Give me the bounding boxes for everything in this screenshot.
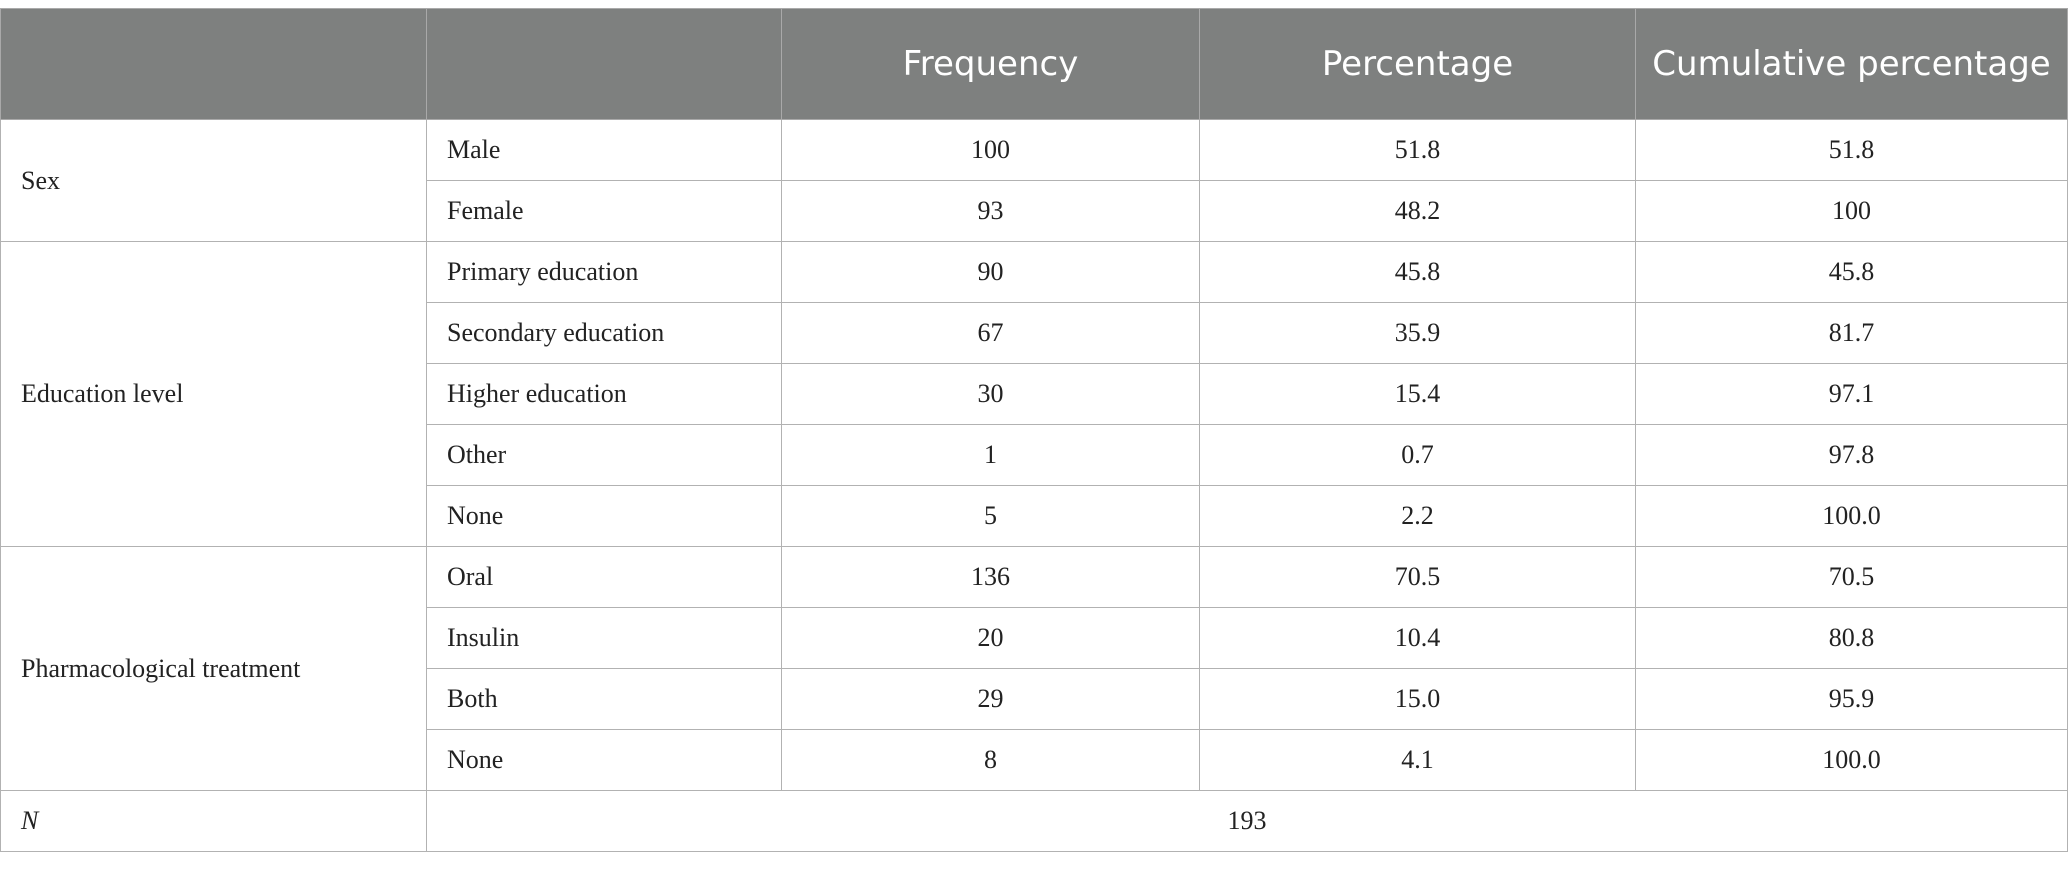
header-group-cell (0, 8, 427, 120)
percentage-cell: 10.4 (1199, 607, 1636, 669)
cumulative-cell: 95.9 (1635, 668, 2068, 730)
total-label: N (0, 790, 427, 852)
cumulative-cell: 70.5 (1635, 546, 2068, 608)
frequency-cell: 67 (781, 302, 1200, 364)
frequency-cell: 30 (781, 363, 1200, 425)
total-value: 193 (426, 790, 2068, 852)
table-row: Higher education 30 15.4 97.1 (1, 363, 2068, 425)
header-frequency: Frequency (781, 8, 1200, 120)
table-row: None 5 2.2 100.0 (1, 485, 2068, 547)
category-cell: Insulin (426, 607, 782, 669)
frequency-cell: 8 (781, 729, 1200, 791)
cumulative-cell: 97.1 (1635, 363, 2068, 425)
category-cell: Primary education (426, 241, 782, 303)
header-row: Frequency Percentage Cumulative percenta… (0, 8, 2068, 120)
cumulative-cell: 80.8 (1635, 607, 2068, 669)
demographics-table: Frequency Percentage Cumulative percenta… (0, 8, 2068, 852)
percentage-cell: 0.7 (1199, 424, 1636, 486)
frequency-cell: 1 (781, 424, 1200, 486)
group-label-pharmacological-treatment: Pharmacological treatment (0, 546, 427, 791)
table-row: Both 29 15.0 95.9 (1, 668, 2068, 730)
group-label-sex: Sex (0, 119, 427, 242)
frequency-cell: 5 (781, 485, 1200, 547)
category-cell: Female (426, 180, 782, 242)
cumulative-cell: 100.0 (1635, 729, 2068, 791)
percentage-cell: 51.8 (1199, 119, 1636, 181)
table-row: Education level Primary education 90 45.… (0, 241, 2068, 547)
frequency-cell: 136 (781, 546, 1200, 608)
cumulative-cell: 100 (1635, 180, 2068, 242)
header-percentage: Percentage (1199, 8, 1636, 120)
percentage-cell: 45.8 (1199, 241, 1636, 303)
group-label-education: Education level (0, 241, 427, 547)
category-cell: Secondary education (426, 302, 782, 364)
table-row: None 8 4.1 100.0 (1, 729, 2068, 791)
total-row: N 193 (0, 790, 2068, 852)
percentage-cell: 70.5 (1199, 546, 1636, 608)
percentage-cell: 48.2 (1199, 180, 1636, 242)
table-row: Pharmacological treatment Oral 136 70.5 … (0, 546, 2068, 791)
frequency-cell: 93 (781, 180, 1200, 242)
header-cumulative-percentage: Cumulative percentage (1635, 8, 2068, 120)
frequency-cell: 100 (781, 119, 1200, 181)
percentage-cell: 15.0 (1199, 668, 1636, 730)
table-row: Sex Male 100 51.8 51.8 (0, 119, 2068, 242)
percentage-cell: 15.4 (1199, 363, 1636, 425)
cumulative-cell: 81.7 (1635, 302, 2068, 364)
category-cell: Higher education (426, 363, 782, 425)
percentage-cell: 35.9 (1199, 302, 1636, 364)
frequency-cell: 29 (781, 668, 1200, 730)
cumulative-cell: 100.0 (1635, 485, 2068, 547)
category-cell: None (426, 485, 782, 547)
frequency-cell: 90 (781, 241, 1200, 303)
table-body: Sex Male 100 51.8 51.8 Female 93 48.2 10… (0, 119, 2068, 852)
category-cell: Oral (426, 546, 782, 608)
frequency-cell: 20 (781, 607, 1200, 669)
category-cell: None (426, 729, 782, 791)
header-category-cell (426, 8, 782, 120)
table-header: Frequency Percentage Cumulative percenta… (0, 8, 2068, 120)
table-row: Insulin 20 10.4 80.8 (1, 607, 2068, 669)
cumulative-cell: 45.8 (1635, 241, 2068, 303)
category-cell: Other (426, 424, 782, 486)
table-row: Other 1 0.7 97.8 (1, 424, 2068, 486)
category-cell: Male (426, 119, 782, 181)
percentage-cell: 4.1 (1199, 729, 1636, 791)
cumulative-cell: 51.8 (1635, 119, 2068, 181)
cumulative-cell: 97.8 (1635, 424, 2068, 486)
category-cell: Both (426, 668, 782, 730)
percentage-cell: 2.2 (1199, 485, 1636, 547)
